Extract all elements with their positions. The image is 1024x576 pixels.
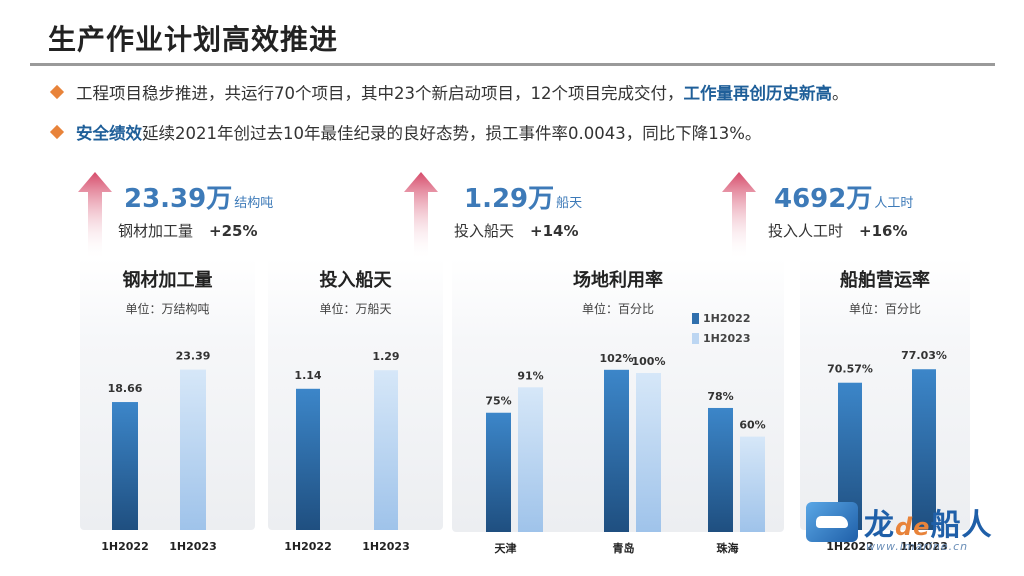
bar-珠海-1H2023 [740,436,765,532]
chart-unit-label: 单位：百分比 [581,302,654,316]
bar-1H2023 [180,369,206,530]
chart-ship-days: 投入船天 单位：万船天 1.14 1H2022 1.29 1H2023 [268,258,443,560]
chart-title: 钢材加工量 [122,270,213,291]
kpi-value: 1.29万 [464,184,555,214]
legend-item: 1H2022 [692,308,750,328]
chart-steel-processing: 钢材加工量 单位：万结构吨 18.66 1H2022 23.39 1H2023 [80,258,255,560]
legend-label: 1H2022 [703,311,751,325]
chart-title: 场地利用率 [573,270,663,291]
category-label: 1H2023 [362,540,409,553]
kpi-label: 投入人工时 [768,222,844,240]
bar-青岛-1H2022 [604,369,629,532]
data-label: 100% [632,355,666,368]
up-arrow-icon [78,172,112,260]
category-label: 1H2023 [900,540,947,553]
kpi-change: +25% [209,222,258,240]
bullet-highlight: 工作量再创历史新高 [683,84,833,103]
diamond-bullet-icon [49,84,65,100]
watermark-logo: 龙de船人 www.imarine.cn [806,500,1002,560]
category-label: 天津 [495,541,517,555]
category-label: 青岛 [613,541,635,555]
chart-unit-label: 单位：万船天 [319,302,392,316]
bullet-projects: 工程项目稳步推进，共运行70个项目，其中23个新启动项目，12个项目完成交付，工… [49,80,849,104]
kpi-label: 投入船天 [454,222,515,240]
kpi-value: 23.39万 [124,184,233,214]
data-label: 18.66 [108,382,143,395]
chart-svg: 75% 91% 天津 102%100% 青岛 78% 60% 珠海 [485,352,765,555]
data-label: 78% [707,390,733,403]
up-arrow-icon [722,172,756,260]
bar-天津-1H2023 [518,387,543,532]
chart-title: 船舶营运率 [840,270,930,291]
chart-unit-label: 单位：百分比 [848,302,921,316]
kpi-change: +14% [530,222,579,240]
chart-background [80,258,255,530]
data-label: 75% [485,395,511,408]
watermark-brand: 龙de船人 [864,508,993,543]
kpi-unit: 人工时 [874,196,914,211]
kpi-unit: 结构吨 [234,196,274,211]
chart-unit-label: 单位：万结构吨 [125,302,210,316]
kpi-label: 钢材加工量 [118,222,194,240]
legend-swatch [692,312,699,324]
data-label: 102% [600,352,634,365]
bullet-highlight: 安全绩效 [76,124,142,143]
bar-青岛-1H2023 [636,372,661,532]
plane-logo-icon [806,502,858,542]
legend-item: 1H2023 [692,328,750,348]
category-label: 1H2022 [284,540,331,553]
bullet-safety: 安全绩效延续2021年创过去10年最佳纪录的良好态势，损工事件率0.0043，同… [49,120,762,144]
kpi-change: +16% [859,222,908,240]
data-label: 91% [517,369,543,382]
category-label: 1H2023 [169,540,216,553]
bullet-text: 工程项目稳步推进，共运行70个项目，其中23个新启动项目，12个项目完成交付， [76,84,684,103]
kpi-unit: 船天 [556,196,583,211]
page-title: 生产作业计划高效推进 [48,23,339,56]
category-label: 1H2022 [101,540,148,553]
bar-1H2022 [112,402,138,530]
data-label: 77.03% [901,349,947,362]
chart-svg: 1.14 1H2022 1.29 1H2023 [284,350,409,553]
data-label: 60% [739,419,765,432]
bar-天津-1H2022 [486,412,511,532]
up-arrow-icon [404,172,438,260]
bar-1H2022 [296,388,320,530]
title-divider [30,63,995,66]
chart-site-utilization: 场地利用率 单位：百分比 1H2022 1H2023 75% 91% 天津 102% 1… [452,258,784,560]
data-label: 1.29 [372,350,399,363]
bar-1H2023 [912,369,936,530]
bar-1H2023 [374,370,398,530]
kpi-value: 4692万 [774,184,873,214]
chart-svg: 18.66 1H2022 23.39 1H2023 [101,350,216,553]
bar-珠海-1H2022 [708,407,733,532]
category-label: 珠海 [717,541,739,555]
bullet-text: 延续2021年创过去10年最佳纪录的良好态势，损工事件率0.0043，同比下降1… [142,124,762,143]
watermark-url: www.imarine.cn [866,540,969,553]
data-label: 23.39 [176,350,211,363]
legend-swatch [692,332,699,344]
data-label: 1.14 [294,369,321,382]
legend-label: 1H2023 [703,331,751,345]
category-label: 1H2022 [826,540,873,553]
bullet-tail: 。 [832,84,849,103]
chart-background [800,258,970,530]
chart-title: 投入船天 [319,270,392,291]
diamond-bullet-icon [49,124,65,140]
chart-legend: 1H2022 1H2023 [692,308,750,348]
data-label: 70.57% [827,363,873,376]
